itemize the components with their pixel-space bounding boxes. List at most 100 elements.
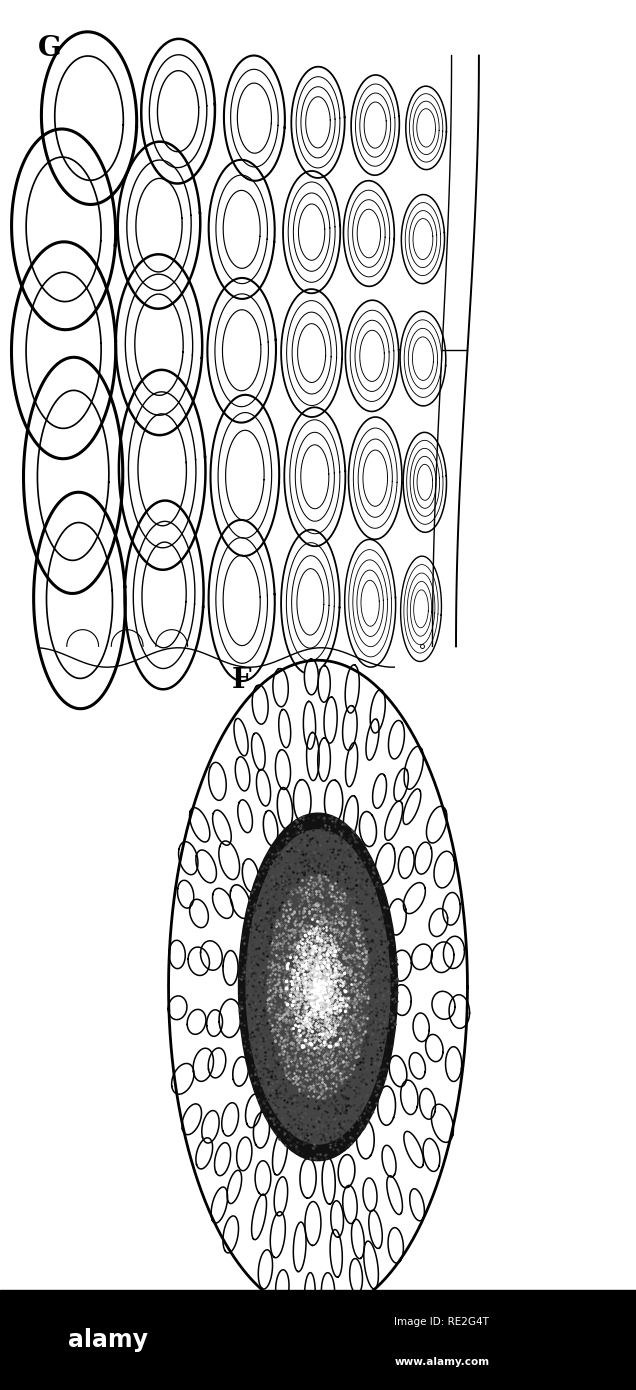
Polygon shape [306,948,322,963]
Polygon shape [366,1037,385,1081]
Polygon shape [443,892,460,926]
Polygon shape [350,1258,363,1294]
Polygon shape [411,944,432,970]
Polygon shape [389,720,404,759]
Polygon shape [343,706,357,751]
Polygon shape [300,1158,316,1198]
Polygon shape [415,842,432,874]
Polygon shape [351,75,399,175]
Polygon shape [182,1104,202,1134]
Polygon shape [434,851,455,888]
Polygon shape [431,942,454,973]
Polygon shape [208,1048,226,1077]
Polygon shape [249,909,269,947]
Polygon shape [353,866,369,901]
Polygon shape [297,1109,312,1145]
Polygon shape [373,948,388,984]
Polygon shape [245,1094,261,1127]
Polygon shape [300,1056,319,1087]
Polygon shape [270,1212,286,1258]
Polygon shape [252,1194,266,1240]
Polygon shape [196,851,216,883]
Text: F: F [232,667,251,694]
Polygon shape [338,1020,355,1059]
Circle shape [167,656,469,1318]
Polygon shape [330,954,340,990]
Polygon shape [238,799,252,833]
Polygon shape [401,195,445,284]
Circle shape [246,830,390,1144]
Polygon shape [446,1047,462,1081]
Polygon shape [275,749,291,790]
Polygon shape [286,902,307,940]
Polygon shape [345,300,399,411]
Polygon shape [391,951,411,981]
Polygon shape [275,1270,289,1305]
Polygon shape [305,659,319,695]
Polygon shape [389,1055,407,1087]
Polygon shape [222,1102,238,1136]
Polygon shape [209,520,275,681]
Polygon shape [366,719,379,760]
Polygon shape [318,738,330,781]
Polygon shape [212,888,233,919]
Polygon shape [406,86,446,170]
Polygon shape [141,39,215,183]
Polygon shape [119,370,205,570]
Polygon shape [315,947,329,962]
Polygon shape [423,1138,440,1172]
Polygon shape [293,780,311,823]
Polygon shape [274,1177,287,1216]
Polygon shape [373,774,387,809]
Polygon shape [209,762,226,801]
Polygon shape [370,689,385,733]
Polygon shape [256,770,270,806]
Polygon shape [235,756,250,791]
Polygon shape [223,1216,238,1252]
Polygon shape [255,1161,271,1195]
Polygon shape [324,780,343,823]
Polygon shape [24,357,123,594]
Polygon shape [388,899,406,935]
Polygon shape [392,984,411,1015]
Polygon shape [345,742,357,787]
Polygon shape [429,909,448,937]
Polygon shape [357,1119,374,1159]
Polygon shape [200,941,222,970]
Polygon shape [313,1008,327,1022]
Polygon shape [325,994,335,1019]
Polygon shape [387,1176,403,1215]
Polygon shape [401,1080,418,1115]
Text: Image ID: RE2G4T: Image ID: RE2G4T [394,1316,489,1327]
Polygon shape [343,1186,357,1223]
Polygon shape [275,909,293,954]
Polygon shape [369,1211,382,1248]
Bar [0,1290,636,1390]
Polygon shape [420,1088,436,1119]
Polygon shape [349,952,361,998]
Polygon shape [252,685,268,724]
Polygon shape [427,806,447,842]
Polygon shape [343,795,358,840]
Polygon shape [322,823,339,862]
Polygon shape [279,709,291,748]
Polygon shape [330,1230,342,1277]
Polygon shape [403,883,425,913]
Polygon shape [172,1063,194,1094]
Polygon shape [345,664,359,713]
Polygon shape [305,1273,315,1318]
Polygon shape [263,810,278,845]
Polygon shape [211,395,279,556]
Polygon shape [403,790,421,824]
Polygon shape [281,289,342,417]
Polygon shape [301,995,313,1022]
Polygon shape [234,719,248,756]
Polygon shape [318,883,338,909]
Polygon shape [322,1158,335,1204]
Polygon shape [253,1112,270,1148]
Polygon shape [277,992,289,1030]
Text: www.alamy.com: www.alamy.com [394,1357,490,1366]
Polygon shape [219,841,240,880]
Polygon shape [403,432,446,532]
Polygon shape [212,810,232,845]
